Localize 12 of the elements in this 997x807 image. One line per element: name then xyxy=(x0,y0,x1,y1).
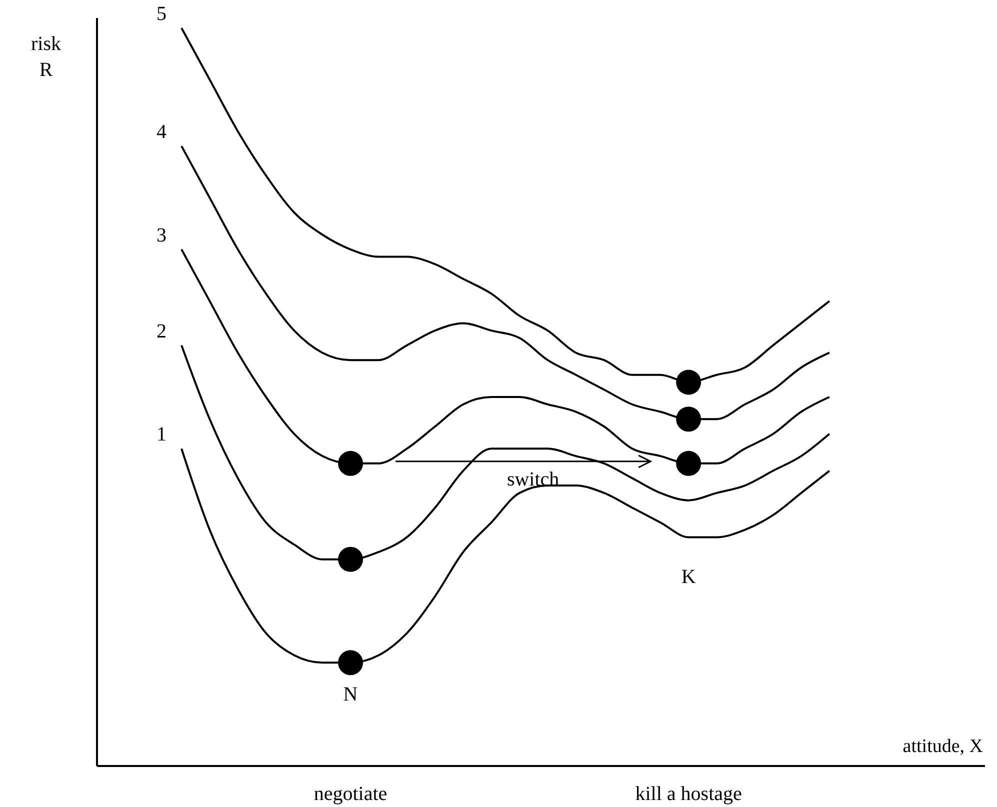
series-label: 5 xyxy=(156,3,167,25)
series-label: 3 xyxy=(156,224,167,246)
series-label: 2 xyxy=(156,320,167,342)
y-axis-title: risk R xyxy=(31,33,61,81)
annotation: switch xyxy=(506,468,560,490)
annotation: N xyxy=(343,684,358,706)
x-tick-label: kill a hostage xyxy=(635,783,742,805)
x-axis-title: attitude, X xyxy=(902,736,984,757)
annotation: K xyxy=(681,566,696,588)
series-label: 1 xyxy=(156,424,167,446)
x-tick-label: negotiate xyxy=(314,783,388,805)
series-label: 4 xyxy=(156,121,167,144)
